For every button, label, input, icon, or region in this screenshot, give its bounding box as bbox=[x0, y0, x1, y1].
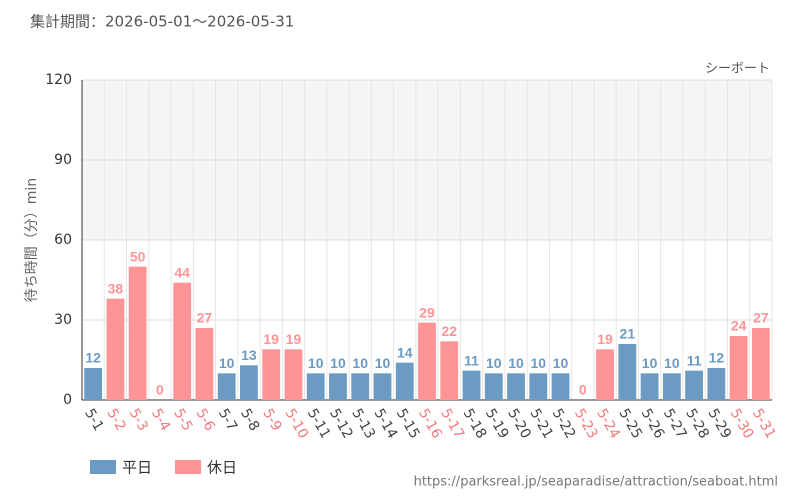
bar bbox=[662, 373, 681, 400]
value-label: 19 bbox=[286, 331, 302, 347]
value-label: 10 bbox=[219, 355, 235, 371]
value-label: 29 bbox=[419, 304, 435, 320]
bar bbox=[729, 336, 748, 400]
bar bbox=[462, 370, 481, 400]
value-label: 10 bbox=[330, 355, 346, 371]
bar bbox=[596, 349, 614, 400]
x-tick-label: 5-1 bbox=[81, 406, 106, 434]
value-label: 22 bbox=[441, 323, 457, 339]
value-label: 27 bbox=[197, 310, 213, 326]
value-label: 10 bbox=[531, 355, 547, 371]
legend-label: 休日 bbox=[207, 459, 237, 477]
bar bbox=[507, 373, 525, 400]
value-label: 10 bbox=[642, 355, 658, 371]
bar bbox=[306, 373, 325, 400]
annotation: シーボート bbox=[705, 62, 770, 77]
bar bbox=[217, 373, 236, 400]
bar bbox=[529, 373, 548, 400]
value-label: 12 bbox=[85, 350, 101, 366]
value-label: 50 bbox=[130, 248, 146, 264]
y-tick-label: 90 bbox=[54, 152, 72, 168]
bar bbox=[195, 328, 214, 400]
bar bbox=[351, 373, 370, 400]
value-label: 10 bbox=[508, 355, 524, 371]
value-label: 10 bbox=[308, 355, 324, 371]
y-tick-label: 60 bbox=[54, 232, 72, 248]
x-tick-label: 5-7 bbox=[215, 406, 240, 434]
value-label: 14 bbox=[397, 344, 413, 360]
chart-title: 集計期間：2026-05-01～2026-05-31 bbox=[30, 13, 294, 31]
bar bbox=[440, 341, 459, 400]
value-label: 10 bbox=[352, 355, 368, 371]
value-label: 11 bbox=[464, 352, 479, 368]
x-tick-label: 5-3 bbox=[126, 406, 151, 434]
x-tick-label: 5-2 bbox=[103, 406, 128, 434]
value-label: 19 bbox=[263, 331, 279, 347]
value-label: 11 bbox=[687, 352, 702, 368]
y-tick-label: 0 bbox=[63, 392, 72, 408]
bar bbox=[173, 282, 192, 400]
value-label: 0 bbox=[579, 382, 587, 398]
value-label: 38 bbox=[108, 280, 124, 296]
bar bbox=[618, 344, 637, 400]
legend-label: 平日 bbox=[122, 459, 152, 477]
bar bbox=[84, 368, 103, 400]
bar bbox=[551, 373, 570, 400]
bar bbox=[751, 328, 770, 400]
value-label: 10 bbox=[486, 355, 502, 371]
value-label: 21 bbox=[620, 326, 636, 342]
y-tick-label: 30 bbox=[54, 312, 72, 328]
bar bbox=[685, 370, 703, 400]
value-label: 19 bbox=[597, 331, 613, 347]
x-tick-label: 5-6 bbox=[192, 406, 217, 434]
x-tick-label: 5-31 bbox=[749, 406, 779, 442]
value-label: 44 bbox=[174, 264, 190, 280]
bar bbox=[418, 322, 436, 400]
x-tick-label: 5-9 bbox=[259, 406, 284, 434]
bar bbox=[707, 368, 726, 400]
value-label: 24 bbox=[731, 318, 747, 334]
value-label: 10 bbox=[664, 355, 680, 371]
value-label: 10 bbox=[375, 355, 391, 371]
value-label: 27 bbox=[753, 310, 769, 326]
bar bbox=[106, 298, 125, 400]
legend-swatch bbox=[90, 460, 116, 474]
bar bbox=[262, 349, 281, 400]
value-label: 0 bbox=[156, 382, 164, 398]
bar bbox=[329, 373, 347, 400]
bar bbox=[395, 362, 414, 400]
y-axis-label: 待ち時間（分）min bbox=[24, 178, 40, 302]
value-label: 13 bbox=[241, 347, 257, 363]
bar bbox=[128, 266, 147, 400]
y-tick-label: 120 bbox=[45, 72, 72, 88]
value-label: 12 bbox=[709, 350, 725, 366]
x-tick-label: 5-4 bbox=[148, 406, 173, 434]
x-tick-label: 5-5 bbox=[170, 406, 195, 434]
bar bbox=[284, 349, 303, 400]
bar bbox=[373, 373, 392, 400]
value-label: 10 bbox=[553, 355, 569, 371]
bar bbox=[240, 365, 258, 400]
bar bbox=[484, 373, 503, 400]
bar bbox=[640, 373, 659, 400]
source-url: https://parksreal.jp/seaparadise/attract… bbox=[414, 475, 778, 490]
x-tick-label: 5-8 bbox=[237, 406, 262, 434]
legend-swatch bbox=[175, 460, 201, 474]
